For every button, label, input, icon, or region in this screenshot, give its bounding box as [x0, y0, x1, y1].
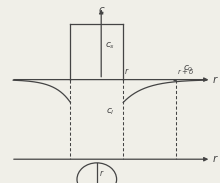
Text: r: r [124, 67, 127, 76]
Text: $c_s$: $c_s$ [104, 40, 115, 51]
Text: c: c [98, 5, 104, 15]
Text: r: r [100, 169, 103, 178]
Text: r: r [212, 154, 216, 164]
Text: $c_l$: $c_l$ [106, 106, 114, 117]
Text: $c_0$: $c_0$ [183, 64, 193, 74]
Text: $r+\delta$: $r+\delta$ [177, 67, 194, 76]
Text: r: r [212, 75, 216, 85]
